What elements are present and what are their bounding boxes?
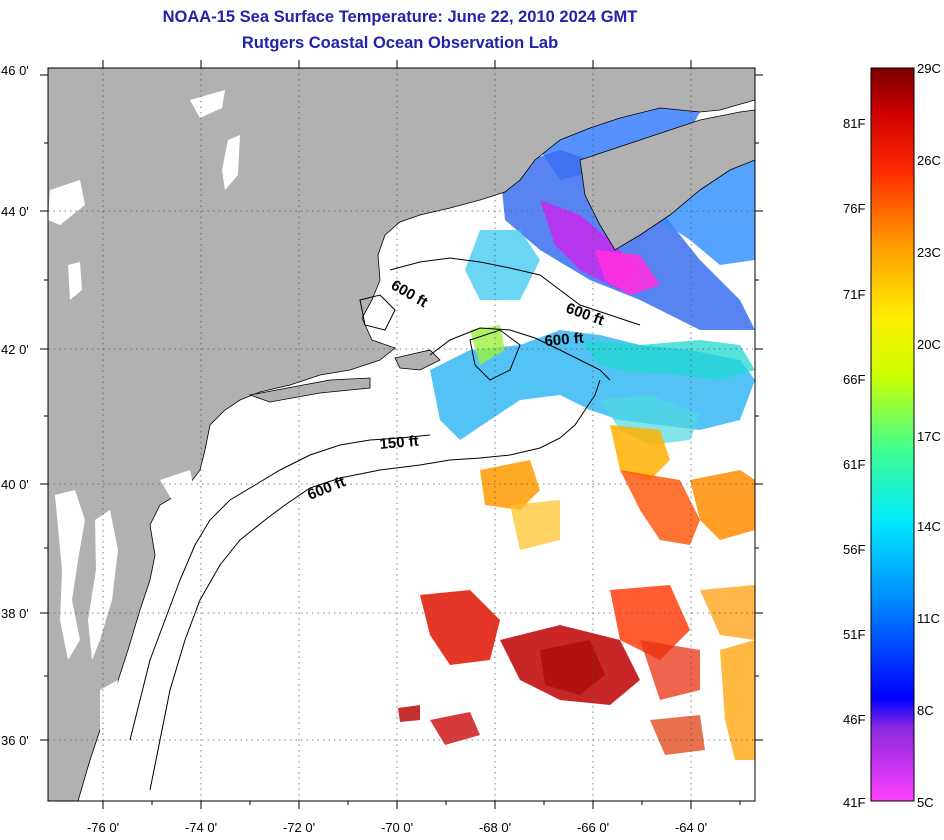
ny-harbor <box>160 470 195 505</box>
sst-patch-slope-water-2 <box>620 470 700 545</box>
colorbar-f-label: 76F <box>843 201 865 216</box>
sst-patch-gulf-stream-core <box>540 640 605 695</box>
nova-scotia <box>579 109 755 251</box>
bathymetry-contours <box>129 257 641 791</box>
delaware-bay <box>55 490 85 660</box>
colorbar-c-label: 5C <box>917 795 934 810</box>
colorbar-f-label: 61F <box>843 457 865 472</box>
sst-data-layer <box>398 108 755 760</box>
sst-patch-gulf-stream-1 <box>420 590 500 665</box>
colorbar-c-label: 11C <box>917 611 940 626</box>
tick-marks <box>40 60 763 809</box>
lat-label: 40 0' <box>1 477 29 492</box>
sst-patch-east-1 <box>700 585 755 640</box>
colorbar-c-label: 23C <box>917 245 941 260</box>
lon-label: -70 0' <box>381 820 413 835</box>
contour-600ft-shelf <box>149 379 601 791</box>
long-island-cape <box>394 349 441 371</box>
chart-subtitle: Rutgers Coastal Ocean Observation Lab <box>241 34 559 52</box>
lon-label: -64 0' <box>675 820 707 835</box>
contour-600ft-gulf-maine <box>389 257 641 326</box>
graticule <box>48 68 755 801</box>
sst-patch-shelf-break <box>580 340 755 380</box>
lon-label: -76 0' <box>87 820 119 835</box>
colorbar-c-label: 26C <box>917 153 941 168</box>
colorbar-c-label: 20C <box>917 337 941 352</box>
sst-patch-small-1 <box>398 705 420 722</box>
latitude-labels: 46 0' 44 0' 42 0' 40 0' 38 0' 36 0' <box>1 63 29 748</box>
colorbar-f-label: 71F <box>843 287 865 302</box>
lat-label: 36 0' <box>1 733 29 748</box>
colorbar <box>870 67 915 802</box>
lat-label: 38 0' <box>1 606 29 621</box>
colorbar-c-label: 8C <box>917 703 934 718</box>
long-island <box>248 377 371 403</box>
lon-label: -68 0' <box>479 820 511 835</box>
sst-patch-coldest <box>595 250 660 295</box>
us-mainland <box>48 68 755 801</box>
map-frame <box>47 67 756 802</box>
lat-label: 42 0' <box>1 342 29 357</box>
pamlico <box>100 680 118 740</box>
longitude-labels: -76 0' -74 0' -72 0' -70 0' -68 0' -66 0… <box>87 820 707 835</box>
contour-label-150ft: 150 ft <box>379 433 420 453</box>
lon-label: -66 0' <box>577 820 609 835</box>
colorbar-c-label: 17C <box>917 429 941 444</box>
finger-lake <box>68 262 82 300</box>
lake-1 <box>190 90 225 118</box>
colorbar-f-label: 46F <box>843 712 865 727</box>
lake-champlain <box>222 135 240 190</box>
sst-patch-small-2 <box>430 712 480 745</box>
lon-label: -72 0' <box>283 820 315 835</box>
lake-ontario <box>48 180 85 225</box>
sst-patch-nantucket <box>470 325 505 365</box>
colorbar-f-label: 41F <box>843 795 865 810</box>
sst-patch-warm-core-ring <box>610 425 670 480</box>
colorbar-f-label: 81F <box>843 116 865 131</box>
colorbar-f-label: 51F <box>843 627 865 642</box>
contour-600ft-georges <box>429 327 611 381</box>
sst-patch-east-2 <box>720 640 755 760</box>
colorbar-c-label: 14C <box>917 519 941 534</box>
lat-label: 44 0' <box>1 204 29 219</box>
sst-patch-slope-water-3 <box>690 470 755 540</box>
colorbar-f-label: 66F <box>843 372 865 387</box>
contour-label-600ft: 600 ft <box>544 330 585 350</box>
contour-stellwagen <box>359 294 396 331</box>
contour-150ft <box>129 434 431 741</box>
chart-title: NOAA-15 Sea Surface Temperature: June 22… <box>162 8 638 26</box>
colorbar-labels: 81F 76F 71F 66F 61F 56F 51F 46F 41F 29C … <box>843 61 941 810</box>
colorbar-c-label: 29C <box>917 61 941 76</box>
sst-patch-gulf-stream-4 <box>640 640 700 700</box>
colorbar-f-label: 56F <box>843 542 865 557</box>
sst-patch-wilkinson <box>465 230 540 300</box>
sst-patch-slope-water-4 <box>510 500 560 550</box>
contour-nantucket-shoals <box>469 329 521 381</box>
sst-patch-gulf-stream-3 <box>610 585 690 660</box>
land-layer <box>48 68 755 801</box>
lon-label: -74 0' <box>185 820 217 835</box>
lat-label: 46 0' <box>1 63 29 78</box>
